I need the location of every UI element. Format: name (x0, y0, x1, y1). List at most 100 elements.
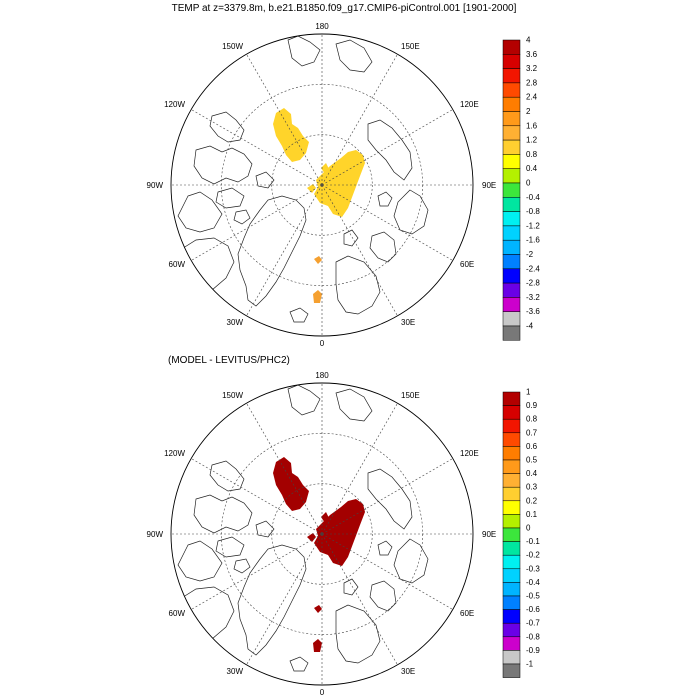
colorbar-label: -0.4 (526, 578, 540, 587)
colorbar-box (502, 225, 521, 241)
colorbar-label: 0.1 (526, 510, 538, 519)
fill-region-eurasian-basin (314, 150, 365, 217)
colorbar-label: -0.7 (526, 619, 540, 628)
colorbar-box (502, 111, 521, 127)
colorbar-label: -3.6 (526, 307, 540, 316)
data-fill-regions (273, 457, 365, 652)
colorbar-box (502, 254, 521, 270)
colorbar-box (502, 459, 521, 474)
colorbar-label: -2.8 (526, 279, 540, 288)
colorbar-box (502, 500, 521, 515)
lon-label-150e: 150E (401, 391, 420, 400)
fill-region-canada-basin (273, 457, 309, 511)
longitude-labels: 180 0 90E 90W 150E 120E 60E 30E 150W 120… (147, 371, 497, 697)
panel-2-title: (MODEL - LEVITUS/PHC2) (168, 355, 290, 366)
colorbar-label: -1.2 (526, 221, 540, 230)
fill-region-fram-strait (314, 256, 322, 264)
colorbar-label: 0 (526, 524, 531, 533)
fill-region-small-north (321, 163, 329, 174)
colorbar-box (502, 473, 521, 488)
colorbar-box (502, 197, 521, 212)
lon-label-120e: 120E (460, 449, 479, 458)
colorbar-label: 2.8 (526, 78, 538, 87)
colorbar-box (502, 486, 521, 502)
colorbar-box (502, 609, 521, 624)
colorbar-label: -0.9 (526, 646, 540, 655)
colorbar-label: -1.6 (526, 236, 540, 245)
colorbar-box (502, 568, 521, 583)
graticule (171, 34, 473, 336)
colorbar-box (502, 311, 521, 327)
lon-label-30e: 30E (401, 318, 415, 327)
map-boundary (170, 33, 474, 337)
colorbar-label: -0.5 (526, 592, 540, 601)
fill-region-canada-basin (273, 108, 309, 162)
colorbar-box (502, 39, 521, 55)
longitude-labels: 180 0 90E 90W 150E 120E 60E 30E 150W 120… (147, 22, 497, 348)
colorbar-label: 0.4 (526, 164, 538, 173)
colorbar-box (502, 446, 521, 461)
colorbar-box (502, 168, 521, 184)
colorbar-label: 2.4 (526, 93, 538, 102)
colorbar-label: 0 (526, 179, 531, 188)
lon-label-30e: 30E (401, 667, 415, 676)
colorbar-label: -0.6 (526, 605, 540, 614)
colorbar-box (502, 82, 521, 98)
colorbar-panel-1: 4 3.6 3.2 2.8 2.4 2 1.6 1.2 0.8 0.4 0 -0.4 -0.8 -1.2 -… (502, 36, 540, 341)
colorbar-box (502, 636, 521, 651)
lon-label-150w: 150W (222, 42, 243, 51)
colorbar-box (502, 125, 521, 141)
colorbar-label: 0.5 (526, 456, 538, 465)
lon-label-120w: 120W (164, 449, 185, 458)
colorbar-label: 1.2 (526, 136, 538, 145)
fill-region-greenland-sea (313, 290, 322, 303)
colorbar-label: 0.4 (526, 469, 538, 478)
colorbar-label: 1 (526, 388, 531, 397)
lon-label-0: 0 (320, 688, 325, 697)
colorbar-box (502, 595, 521, 610)
lon-label-60e: 60E (460, 609, 474, 618)
colorbar-box (502, 622, 521, 638)
panel-temp-map: 180 0 90E 90W 150E 120E 60E 30E 150W 120… (147, 22, 541, 348)
colorbar-label: 3.6 (526, 50, 538, 59)
lon-label-150w: 150W (222, 391, 243, 400)
colorbar-label: 0.7 (526, 428, 538, 437)
colorbar-box (502, 541, 521, 556)
colorbar-box (502, 527, 521, 542)
colorbar-box (502, 268, 521, 284)
lon-label-60w: 60W (169, 609, 186, 618)
fill-region-lomonosov (307, 533, 316, 542)
colorbar-box (502, 391, 521, 406)
colorbar-box (502, 554, 521, 570)
colorbar-box (502, 650, 521, 665)
colorbar-box (502, 297, 521, 312)
colorbar-label: 0.8 (526, 415, 538, 424)
colorbar-box (502, 663, 521, 678)
lon-label-150e: 150E (401, 42, 420, 51)
colorbar-box (502, 405, 521, 420)
main-title: TEMP at z=3379.8m, b.e21.B1850.f09_g17.C… (172, 3, 517, 14)
colorbar-panel-2: 1 0.9 0.8 0.7 0.6 0.5 0.4 0.3 0.2 0.1 0 -0.1 -0.2 -0.… (502, 388, 540, 678)
fill-region-lomonosov (307, 184, 316, 193)
colorbar-label: 1.6 (526, 121, 538, 130)
lon-label-120e: 120E (460, 100, 479, 109)
colorbar-box (502, 96, 521, 112)
colorbar-label: 0.3 (526, 483, 538, 492)
colorbar-label: 0.6 (526, 442, 538, 451)
lon-label-180: 180 (315, 371, 329, 380)
colorbar-label: -0.1 (526, 537, 540, 546)
colorbar-box (502, 239, 521, 255)
colorbar-label: 3.2 (526, 64, 538, 73)
graticule (171, 383, 473, 685)
lon-label-30w: 30W (227, 667, 244, 676)
colorbar-box (502, 325, 521, 341)
colorbar-label: -1 (526, 660, 534, 669)
lon-label-60e: 60E (460, 260, 474, 269)
colorbar-box (502, 154, 521, 169)
colorbar-box (502, 139, 521, 155)
colorbar-label: -2.4 (526, 264, 540, 273)
lon-label-0: 0 (320, 339, 325, 348)
colorbar-label: 0.2 (526, 496, 538, 505)
colorbar-box (502, 282, 521, 298)
